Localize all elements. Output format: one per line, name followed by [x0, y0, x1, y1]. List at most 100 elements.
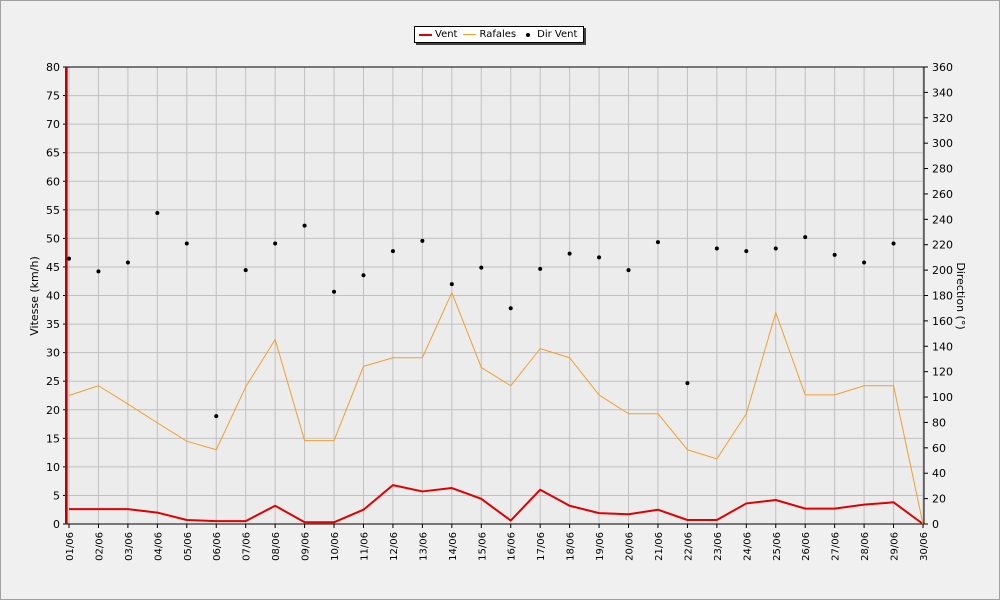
x-tick-label: 05/06: [183, 532, 194, 561]
y2-tick-label: 60: [932, 442, 946, 455]
x-tick-label: 04/06: [153, 532, 164, 561]
x-tick-label: 30/06: [919, 532, 930, 561]
y-tick-label: 20: [46, 404, 60, 417]
dir-vent-point: [567, 251, 572, 256]
y2-tick-label: 240: [932, 213, 953, 226]
y2-tick-label: 300: [932, 137, 953, 150]
x-tick-label: 28/06: [860, 532, 871, 561]
y2-tick-label: 180: [932, 290, 953, 303]
legend-label-vent: Vent: [435, 29, 458, 40]
y2-tick-label: 140: [932, 340, 953, 353]
dir-vent-point: [744, 249, 749, 254]
legend-swatch-rafales: [463, 34, 477, 35]
y2-tick-label: 340: [932, 86, 953, 99]
x-tick-label: 09/06: [301, 532, 312, 561]
x-tick-label: 10/06: [330, 532, 341, 561]
y-tick-label: 75: [46, 90, 60, 103]
y-tick-label: 60: [46, 175, 60, 188]
dir-vent-point: [655, 240, 660, 245]
y-tick-label: 30: [46, 347, 60, 360]
y-tick-label: 55: [46, 204, 60, 217]
x-tick-label: 11/06: [359, 532, 370, 561]
y-tick-label: 70: [46, 118, 60, 131]
dir-vent-point: [125, 260, 130, 265]
x-tick-label: 24/06: [742, 532, 753, 561]
x-tick-label: 06/06: [212, 532, 223, 561]
dir-vent-point: [273, 241, 278, 246]
dir-vent-point: [479, 265, 484, 270]
dir-vent-point: [891, 241, 896, 246]
x-tick-label: 19/06: [595, 532, 606, 561]
y-tick-label: 10: [46, 461, 60, 474]
y-tick-label: 50: [46, 232, 60, 245]
x-tick-label: 07/06: [242, 532, 253, 561]
dir-vent-point: [214, 414, 219, 419]
dir-vent-point: [597, 255, 602, 260]
dir-vent-point: [96, 269, 101, 274]
dir-vent-point: [449, 282, 454, 287]
dir-vent-point: [832, 252, 837, 257]
y-tick-label: 15: [46, 432, 60, 445]
y2-tick-label: 220: [932, 239, 953, 252]
y2-tick-label: 260: [932, 188, 953, 201]
x-tick-label: 18/06: [566, 532, 577, 561]
x-tick-label: 20/06: [625, 532, 636, 561]
dir-vent-point: [803, 235, 808, 240]
dir-vent-point: [420, 238, 425, 243]
x-tick-label: 16/06: [507, 532, 518, 561]
legend-item-vent: Vent: [419, 29, 457, 40]
x-tick-label: 01/06: [65, 532, 76, 561]
legend: Vent Rafales Dir Vent: [414, 26, 584, 43]
y2-tick-label: 120: [932, 366, 953, 379]
series-dir-vent: [67, 210, 896, 419]
y2-tick-label: 160: [932, 315, 953, 328]
x-tick-label: 14/06: [448, 532, 459, 561]
rafales-line: [68, 292, 924, 525]
dir-vent-point: [67, 256, 71, 261]
x-tick-label: 25/06: [772, 532, 783, 561]
dir-vent-point: [685, 381, 690, 386]
y2-tick-label: 20: [932, 493, 946, 506]
dir-vent-point: [773, 246, 778, 251]
y2-tick-label: 80: [932, 416, 946, 429]
y-tick-label: 25: [46, 375, 60, 388]
x-tick-label: 15/06: [477, 532, 488, 561]
dir-vent-point: [626, 268, 631, 273]
dir-vent-point: [390, 249, 395, 254]
y2-tick-label: 200: [932, 264, 953, 277]
legend-swatch-dir-vent: [526, 32, 531, 37]
y2-tick-label: 320: [932, 112, 953, 125]
dir-vent-point: [508, 306, 513, 311]
legend-label-dir-vent: Dir Vent: [537, 29, 578, 40]
x-tick-label: 03/06: [124, 532, 135, 561]
x-tick-label: 21/06: [654, 532, 665, 561]
y2-tick-label: 40: [932, 467, 946, 480]
y-tick-label: 65: [46, 147, 60, 160]
y-tick-label: 40: [46, 290, 60, 303]
y2-tick-label: 0: [932, 518, 939, 531]
x-tick-label: 12/06: [389, 532, 400, 561]
legend-item-rafales: Rafales: [463, 29, 516, 40]
y2-tick-label: 280: [932, 163, 953, 176]
y2-tick-label: 360: [932, 61, 953, 74]
y-tick-label: 5: [53, 489, 60, 502]
x-tick-label: 23/06: [713, 532, 724, 561]
dir-vent-point: [302, 223, 307, 228]
axes: 0 5 10 15 20 25 30 35 40 45 50 55 60 65 70 75 80 0 20 40 60 8…: [46, 61, 953, 561]
x-tick-label: 17/06: [536, 532, 547, 561]
y-tick-label: 80: [46, 61, 60, 74]
x-tick-label: 29/06: [890, 532, 901, 561]
x-tick-label: 27/06: [831, 532, 842, 561]
x-tick-label: 22/06: [683, 532, 694, 561]
vent-line: [69, 484, 924, 525]
y-axis-label: Vitesse (km/h): [28, 256, 41, 336]
y-tick-label: 35: [46, 318, 60, 331]
series-rafales: [68, 292, 924, 525]
x-tick-label: 02/06: [94, 532, 105, 561]
legend-swatch-vent: [419, 33, 432, 36]
dir-vent-point: [155, 210, 160, 215]
dir-vent-point: [184, 241, 189, 246]
series-layer: [67, 210, 924, 525]
dir-vent-point: [361, 273, 366, 278]
